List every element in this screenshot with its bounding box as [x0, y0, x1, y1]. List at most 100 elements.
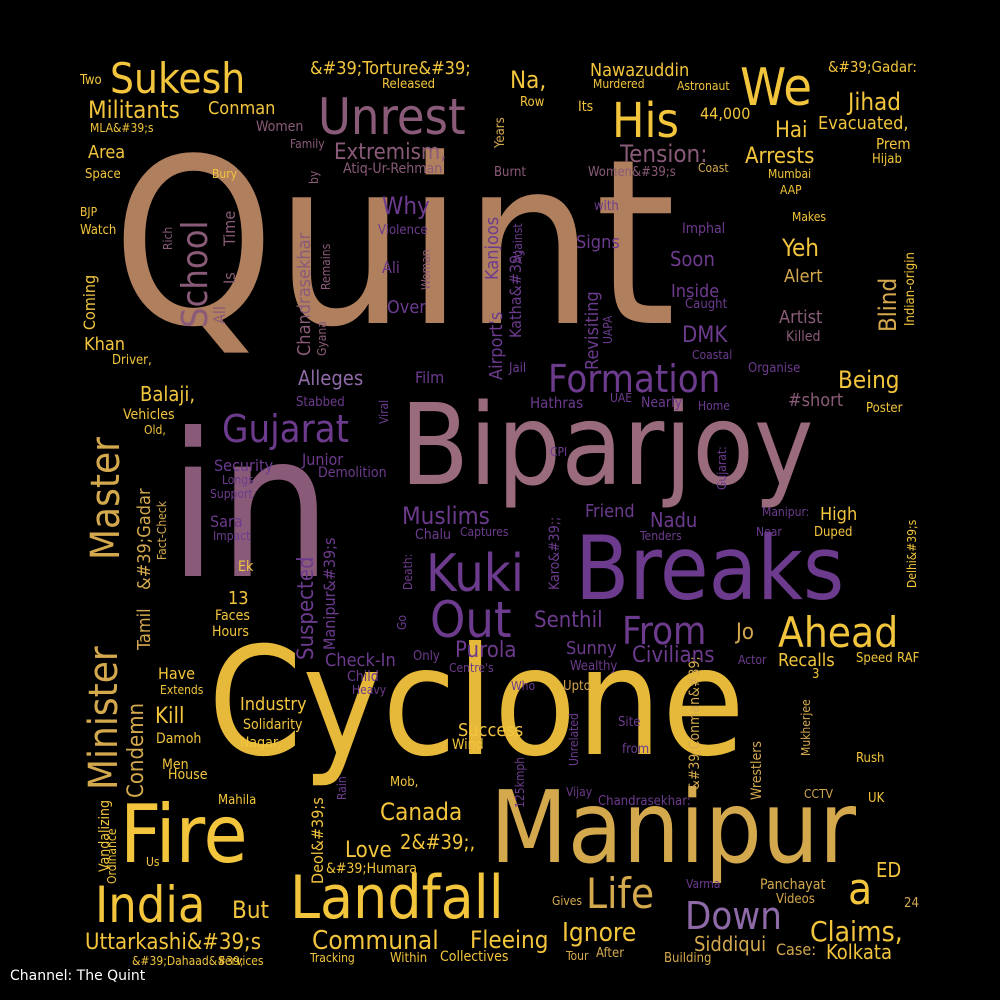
cloud-word: Kanjoos — [482, 216, 503, 280]
cloud-word: Site — [618, 715, 641, 730]
cloud-word: Canada — [380, 798, 463, 826]
cloud-word: Burnt — [494, 165, 527, 180]
cloud-word: Child — [347, 669, 379, 685]
cloud-word: &#39;Torture&#39; — [310, 58, 471, 79]
cloud-word: Love — [345, 838, 392, 863]
cloud-word: Two — [80, 73, 102, 88]
cloud-word: Mob, — [390, 775, 419, 790]
cloud-word: Women — [256, 119, 304, 135]
cloud-word: Within — [390, 951, 428, 966]
cloud-word: Videos — [776, 892, 815, 907]
cloud-word: Wrestlers — [749, 741, 765, 800]
cloud-word: Cyclone — [208, 616, 745, 790]
cloud-word: Jail — [509, 361, 527, 376]
cloud-word: Panchayat — [760, 877, 826, 893]
cloud-word: Gyana — [315, 321, 329, 356]
cloud-word: Is — [220, 272, 239, 284]
cloud-word: Tour — [566, 949, 589, 963]
cloud-word: Makes — [792, 210, 827, 224]
cloud-word: Militants — [88, 96, 180, 124]
cloud-word: Extends — [160, 683, 204, 697]
cloud-word: DMK — [682, 323, 728, 348]
cloud-word: Near — [756, 525, 782, 539]
cloud-word: Blind — [874, 277, 902, 332]
cloud-word: Wind — [452, 737, 484, 753]
cloud-word: Artist — [779, 307, 823, 328]
cloud-word: Deol&#39;s — [308, 797, 327, 884]
cloud-word: Yeh — [782, 234, 819, 262]
cloud-word: 44,000 — [700, 104, 751, 123]
cloud-word: Actor — [738, 653, 767, 667]
cloud-word: Collectives — [440, 949, 509, 965]
cloud-word: Evacuated, — [818, 113, 909, 134]
cloud-word: Purola — [455, 638, 517, 663]
cloud-word: Senthil — [534, 608, 603, 633]
cloud-word: Chalu — [415, 527, 451, 543]
cloud-word: Viral — [377, 399, 391, 424]
cloud-word: Death: — [401, 553, 415, 590]
cloud-word: Balaji, — [140, 382, 196, 406]
cloud-word: Hathras — [530, 394, 584, 412]
cloud-word: Case: — [776, 940, 817, 959]
cloud-word: Bury — [212, 167, 238, 181]
cloud-word: Prem — [876, 135, 911, 153]
cloud-word: Upto — [563, 679, 591, 694]
cloud-word: Rush — [856, 751, 885, 766]
cloud-word: Violence — [378, 223, 428, 238]
cloud-word: Hijab — [872, 152, 902, 167]
cloud-word: Demolition — [318, 465, 387, 481]
cloud-word: Formation — [548, 357, 721, 401]
cloud-word: Against — [511, 223, 525, 264]
cloud-word: Fact-Check — [155, 500, 169, 560]
cloud-word: Claims, — [810, 915, 903, 948]
cloud-word: Kolkata — [826, 940, 892, 964]
cloud-word: Rich — [161, 226, 175, 250]
cloud-word: India — [95, 876, 206, 934]
cloud-word: Services — [218, 954, 264, 968]
cloud-word: BJP — [80, 205, 98, 219]
cloud-word: Go — [395, 615, 409, 630]
cloud-word: Mukherjee — [799, 699, 813, 756]
cloud-word: Unrelated — [567, 713, 581, 766]
cloud-word: Tamil — [134, 608, 155, 650]
cloud-word: Security — [214, 456, 274, 475]
cloud-word: Gujarat — [222, 407, 350, 451]
cloud-word: Organise — [748, 361, 801, 376]
cloud-word: Coastal — [692, 348, 733, 362]
cloud-word: Industry — [240, 694, 307, 715]
cloud-word: Quint — [112, 111, 676, 378]
cloud-word: Hours — [212, 624, 249, 640]
cloud-word: Sukesh — [110, 54, 246, 103]
cloud-word: Biparjoy — [400, 381, 814, 511]
cloud-word: Over — [387, 297, 426, 318]
cloud-word: High — [820, 504, 858, 525]
cloud-word: UAE — [610, 391, 633, 405]
cloud-word: &#39;Gadar — [134, 488, 155, 590]
cloud-word: Inside — [671, 281, 720, 302]
cloud-word: &#39;Conman&#39; — [687, 656, 703, 790]
cloud-word: Junior — [302, 450, 344, 469]
cloud-word: CCTV — [804, 787, 834, 801]
cloud-word: ED — [876, 858, 902, 882]
cloud-word: AAP — [780, 183, 802, 197]
cloud-word: Have — [158, 664, 196, 683]
cloud-word: Atiq-Ur-Rehman — [343, 161, 443, 177]
cloud-word: Coast — [698, 161, 729, 175]
cloud-word: Ahead — [778, 608, 899, 657]
cloud-word: Tenders — [640, 529, 682, 543]
cloud-word: by — [307, 170, 321, 184]
cloud-word: Suspected — [294, 556, 319, 660]
cloud-word: Kill — [155, 704, 185, 729]
cloud-word: Stabbed — [296, 395, 345, 410]
cloud-word: Jihad — [848, 88, 901, 116]
cloud-word: Fire — [120, 788, 248, 881]
cloud-word: Unrest — [318, 88, 466, 146]
cloud-word: Karo&#39;; — [547, 516, 563, 590]
cloud-word: Years — [493, 117, 508, 148]
cloud-word: But — [232, 896, 269, 924]
cloud-word: Signs — [576, 232, 620, 253]
cloud-word: Recalls — [778, 650, 835, 671]
cloud-word: Us — [146, 855, 160, 869]
cloud-word: Arrests — [745, 144, 815, 169]
